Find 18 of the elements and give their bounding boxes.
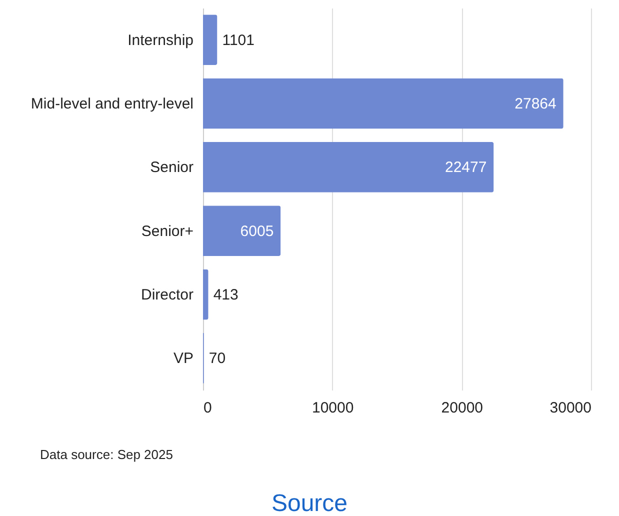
text: Source [270, 490, 349, 516]
y-tick-label: Senior [150, 159, 194, 176]
data-label: 27864 [514, 96, 556, 112]
x-tick-label: 10000 [312, 400, 354, 416]
data-label: 6005 [240, 222, 274, 240]
data-label: 1101 [222, 32, 255, 49]
x-tick-label: 0 [204, 400, 212, 416]
x-tick-label: 30000 [550, 400, 592, 416]
data-label: 22477 [444, 159, 487, 176]
data-label: 413 [213, 286, 238, 304]
x-tick-label: 20000 [441, 400, 484, 416]
data-label: 70 [208, 350, 226, 368]
y-tick-label: Director [140, 286, 194, 304]
y-tick-label: VP [173, 350, 194, 368]
y-tick-label: Internship [128, 32, 194, 49]
y-tick-label: Mid-level and entry-level [30, 96, 194, 112]
source-note: Data source: Sep 2025 [40, 447, 174, 463]
y-tick-label: Senior+ [141, 222, 194, 240]
